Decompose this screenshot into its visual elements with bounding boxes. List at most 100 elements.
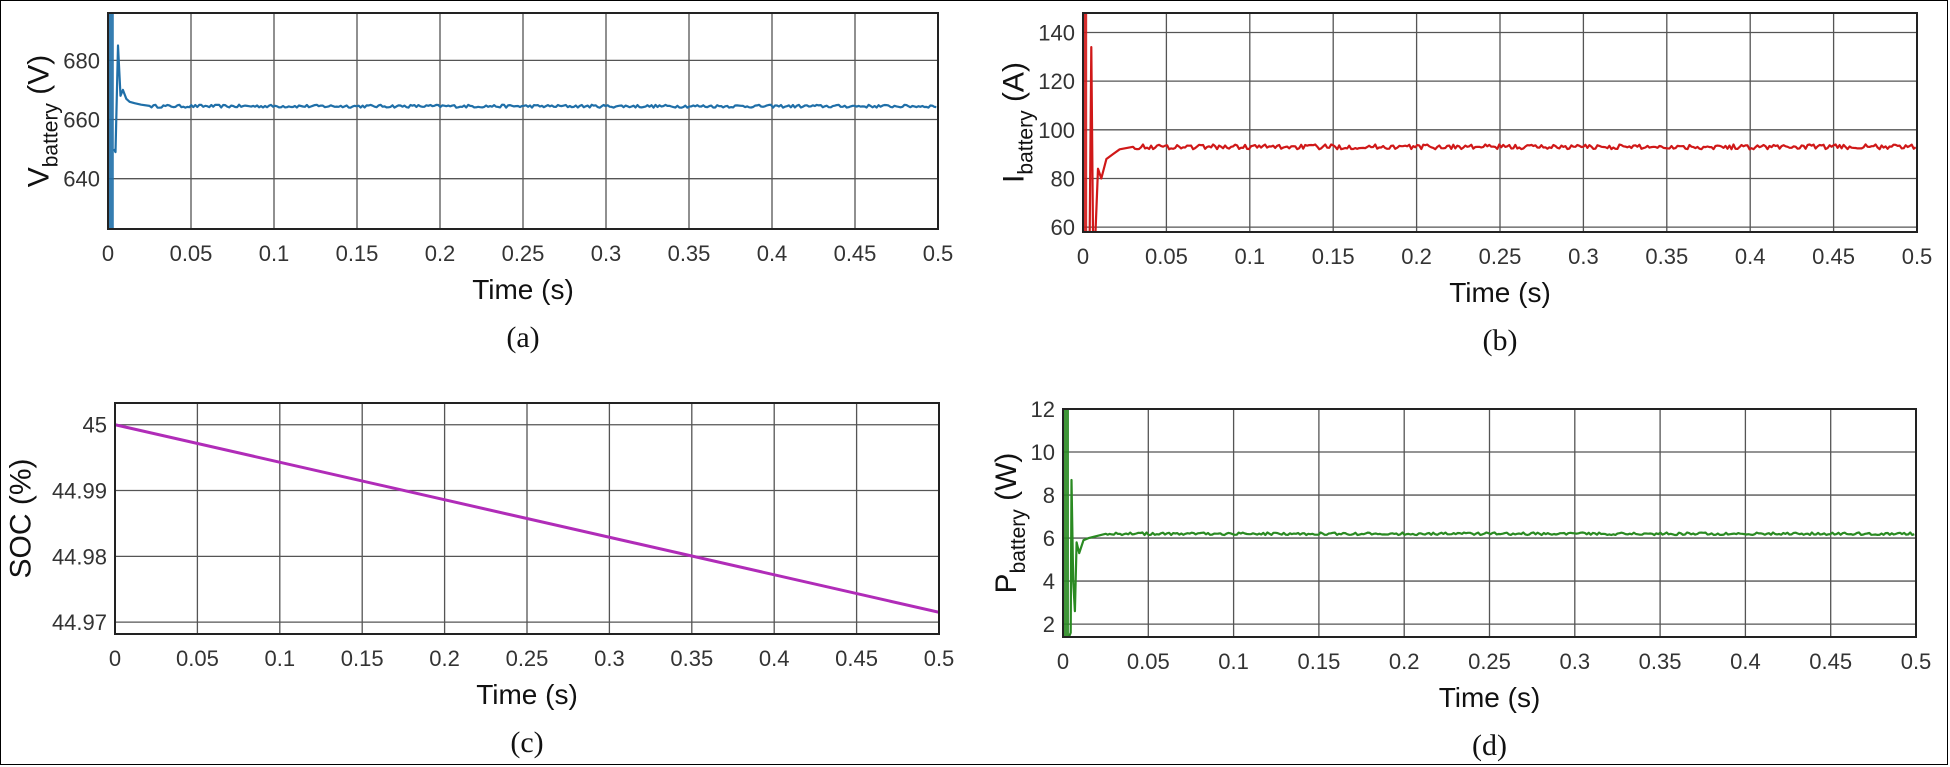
y-tick-labels: 2 4 6 8 10 12 [1031, 397, 1055, 637]
x-tick-label: 0 [109, 646, 121, 671]
y-tick-labels: 44.97 44.98 44.99 45 [52, 413, 107, 635]
panel-caption: (d) [1472, 729, 1507, 762]
x-tick-label: 0.1 [259, 241, 290, 266]
panel-caption: (c) [510, 726, 543, 759]
y-tick-label: 140 [1038, 20, 1075, 45]
x-tick-label: 0.05 [170, 241, 213, 266]
y-axis-label: Ibattery (A) [998, 62, 1038, 183]
x-tick-label: 0.4 [1730, 649, 1761, 674]
x-tick-label: 0 [1077, 244, 1089, 269]
x-tick-label: 0.2 [1401, 244, 1432, 269]
y-tick-label: 4 [1043, 569, 1055, 594]
x-tick-label: 0.35 [1645, 244, 1688, 269]
y-tick-label: 10 [1031, 440, 1055, 465]
y-axis-label: Vbattery (V) [23, 55, 63, 188]
signal-line [112, 44, 937, 154]
panel-a-voltage: 0 0.05 0.1 0.15 0.2 0.25 0.3 0.35 0.4 0.45 0.56406… [23, 12, 953, 354]
y-tick-label: 120 [1038, 69, 1075, 94]
axes-frame [1082, 12, 1918, 233]
panel-b-current: 0 0.05 0.1 0.15 0.2 0.25 0.3 0.35 0.4 0.45 0.5 60 80… [998, 12, 1932, 357]
y-tick-label: 100 [1038, 118, 1075, 143]
data-series [115, 423, 939, 614]
x-tick-label: 0.45 [1809, 649, 1852, 674]
x-tick-label: 0.5 [923, 241, 954, 266]
y-tick-label: 60 [1051, 215, 1075, 240]
x-tick-label: 0.15 [336, 241, 379, 266]
y-tick-label: 6 [1043, 526, 1055, 551]
x-tick-label: 0.35 [670, 646, 713, 671]
signal-line [1067, 478, 1915, 637]
x-tick-label: 0.4 [757, 241, 788, 266]
y-tick-label: 80 [1051, 166, 1075, 191]
x-tick-label: 0.25 [506, 646, 549, 671]
x-tick-label: 0.4 [759, 646, 790, 671]
axes-frame [107, 12, 939, 230]
y-tick-labels: 640 660 680 [63, 48, 100, 191]
x-tick-labels: 0 0.05 0.1 0.15 0.2 0.25 0.3 0.35 0.4 0.45 0.5 [1057, 649, 1931, 674]
y-axis-label: Pbattery (W) [990, 453, 1030, 594]
y-tick-label: 45 [83, 413, 107, 438]
x-tick-label: 0.1 [265, 646, 296, 671]
x-tick-label: 0.05 [1127, 649, 1170, 674]
soc-line [115, 423, 939, 614]
x-tick-label: 0.15 [1297, 649, 1340, 674]
y-tick-label: 8 [1043, 483, 1055, 508]
y-tick-label: 640 [63, 167, 100, 192]
y-tick-label: 660 [63, 108, 100, 133]
x-axis-label: Time (s) [1439, 682, 1541, 713]
transient-band [108, 13, 114, 229]
transient-band [1083, 13, 1088, 232]
panel-c-soc: 0 0.05 0.1 0.15 0.2 0.25 0.3 0.35 0.4 0.45 0.5 44.9… [5, 402, 954, 759]
transient-band [1063, 409, 1069, 637]
x-tick-label: 0.35 [1639, 649, 1682, 674]
x-tick-label: 0.45 [835, 646, 878, 671]
data-series [108, 13, 937, 229]
x-tick-label: 0.15 [341, 646, 384, 671]
x-tick-label: 0.25 [1468, 649, 1511, 674]
x-tick-label: 0.4 [1735, 244, 1766, 269]
x-tick-label: 0.45 [1812, 244, 1855, 269]
x-axis-label: Time (s) [1449, 277, 1551, 308]
y-axis-label: SOC (%) [5, 459, 38, 579]
y-tick-label: 44.98 [52, 544, 107, 569]
grid-lines [114, 403, 940, 634]
x-tick-labels: 0 0.05 0.1 0.15 0.2 0.25 0.3 0.35 0.4 0.45 0.5 [109, 646, 954, 671]
x-tick-label: 0.2 [1389, 649, 1420, 674]
x-tick-label: 0.15 [1312, 244, 1355, 269]
x-tick-label: 0.1 [1235, 244, 1266, 269]
y-tick-label: 44.99 [52, 479, 107, 504]
x-tick-labels: 0 0.05 0.1 0.15 0.2 0.25 0.3 0.35 0.4 0.45 0.5 [1077, 244, 1932, 269]
x-axis-label: Time (s) [476, 679, 578, 710]
y-tick-label: 2 [1043, 612, 1055, 637]
x-tick-label: 0.3 [594, 646, 625, 671]
x-tick-label: 0.25 [1479, 244, 1522, 269]
x-tick-label: 0.05 [1145, 244, 1188, 269]
y-tick-labels: 60 80 100 120 140 [1038, 20, 1075, 240]
y-tick-label: 12 [1031, 397, 1055, 422]
x-tick-label: 0.35 [668, 241, 711, 266]
x-tick-label: 0.5 [924, 646, 955, 671]
signal-line [1087, 45, 1917, 232]
panel-caption: (a) [506, 321, 539, 354]
panel-caption: (b) [1483, 324, 1518, 357]
x-tick-labels: 0 0.05 0.1 0.15 0.2 0.25 0.3 0.35 0.4 0.45 0.5 [102, 241, 953, 266]
data-series [1063, 409, 1915, 637]
x-tick-label: 0.3 [1568, 244, 1599, 269]
data-series [1083, 13, 1917, 232]
y-tick-label: 44.97 [52, 610, 107, 635]
x-tick-label: 0.3 [1560, 649, 1591, 674]
x-tick-label: 0.3 [591, 241, 622, 266]
x-tick-label: 0.5 [1902, 244, 1933, 269]
x-tick-label: 0.5 [1901, 649, 1932, 674]
panel-d-power: 0 0.05 0.1 0.15 0.2 0.25 0.3 0.35 0.4 0.45 0.5 2 4 6 8… [990, 397, 1931, 762]
axes-frame [114, 402, 940, 635]
x-axis-label: Time (s) [472, 274, 574, 305]
x-tick-label: 0 [1057, 649, 1069, 674]
x-tick-label: 0 [102, 241, 114, 266]
x-tick-label: 0.05 [176, 646, 219, 671]
x-tick-label: 0.45 [834, 241, 877, 266]
x-tick-label: 0.1 [1218, 649, 1249, 674]
x-tick-label: 0.2 [425, 241, 456, 266]
